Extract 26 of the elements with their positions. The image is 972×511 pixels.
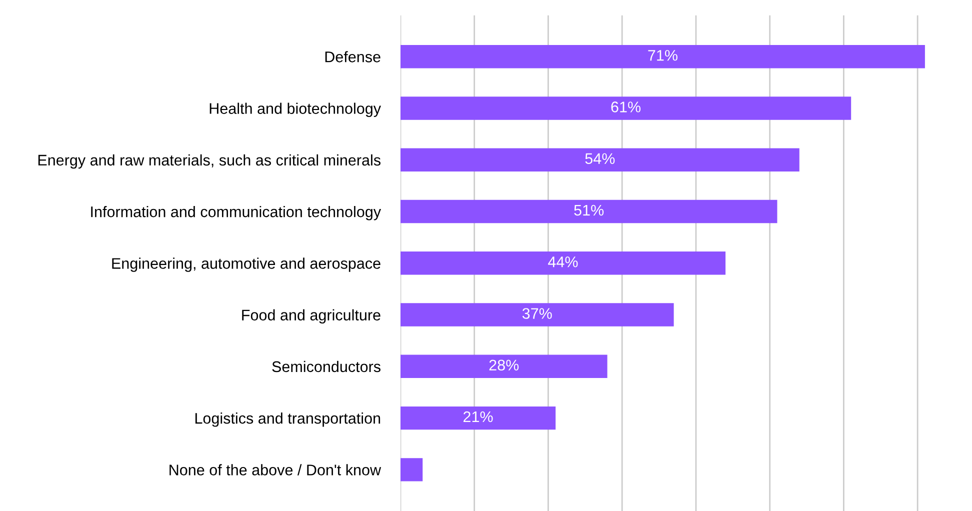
bar (400, 148, 800, 172)
y-tick-label: Logistics and transportation (195, 412, 380, 427)
y-tick-label: Information and communication technology (91, 206, 382, 220)
y-tick-label: Food and agriculture (242, 309, 380, 324)
data-label: 37% (522, 308, 552, 319)
bar (400, 45, 925, 68)
y-tick-label: Engineering, automotive and aerospace (112, 258, 380, 272)
bar (400, 354, 608, 378)
bar (400, 252, 726, 275)
y-tick-label: Health and biotechnology (210, 102, 382, 117)
bar (400, 200, 778, 224)
data-label: 44% (548, 256, 578, 268)
data-label: 51% (574, 204, 604, 216)
bar (400, 96, 852, 120)
data-label: 21% (464, 411, 493, 422)
bar (400, 406, 556, 430)
y-tick-label: Energy and raw materials, such as critical minerals (38, 154, 380, 169)
y-tick-label: Semiconductors (272, 360, 380, 372)
data-label: 71% (648, 50, 678, 61)
data-label: 61% (611, 102, 641, 112)
bar (400, 458, 423, 482)
data-label: 54% (585, 153, 615, 164)
y-tick-label: None of the above / Don't know (170, 464, 382, 476)
y-tick-label: Defense (325, 51, 380, 62)
bar (400, 303, 674, 326)
data-label: 28% (489, 360, 519, 371)
